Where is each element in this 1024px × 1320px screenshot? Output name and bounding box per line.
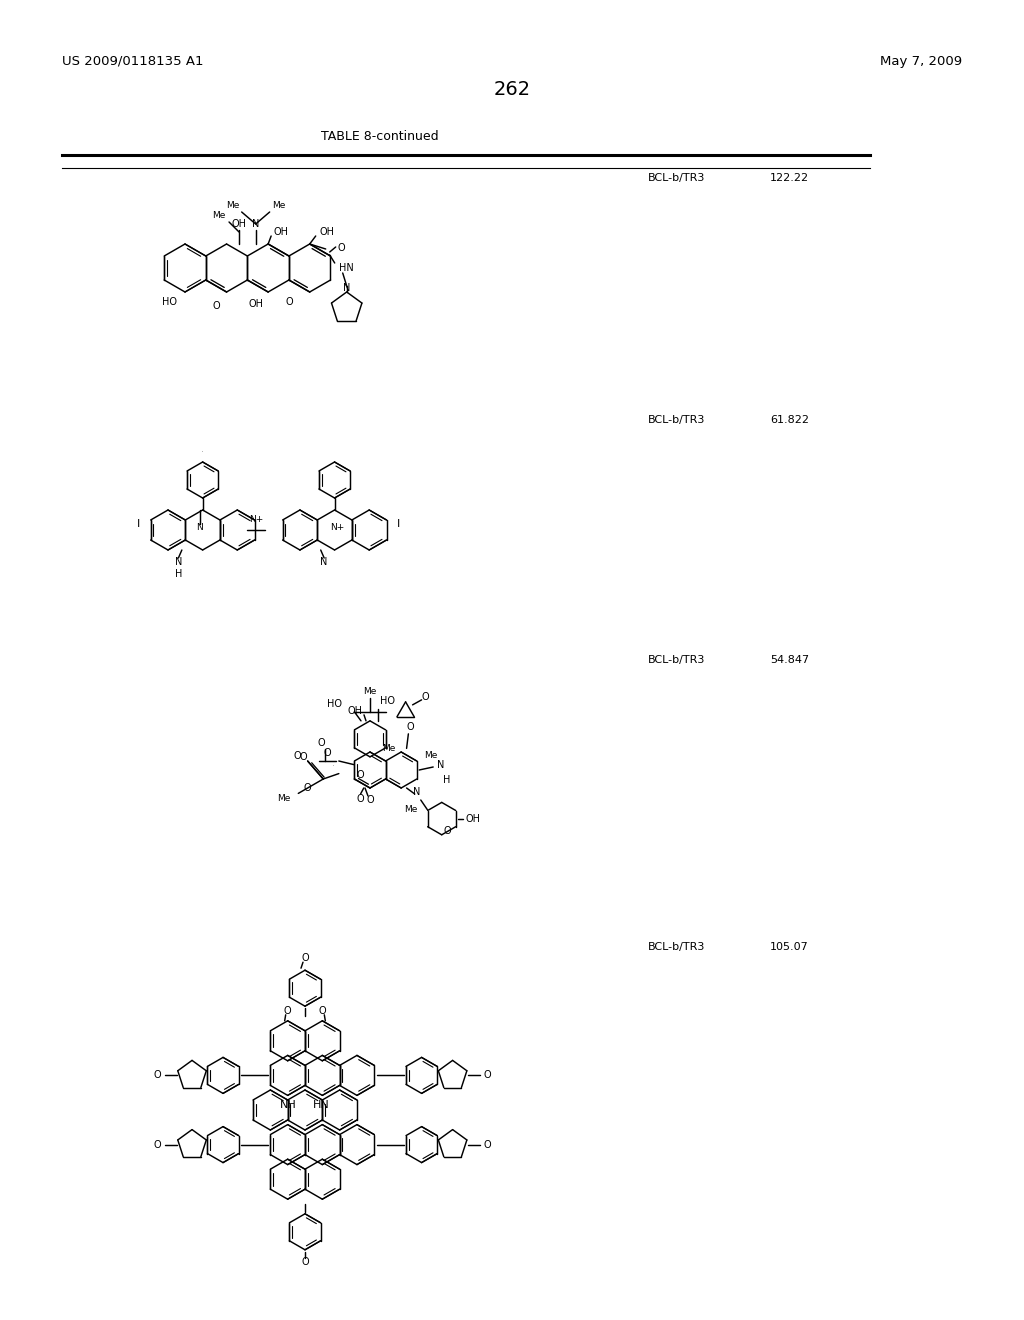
Text: O: O	[356, 793, 365, 804]
Text: Me: Me	[424, 751, 437, 760]
Text: N: N	[197, 523, 203, 532]
Text: O: O	[338, 243, 345, 253]
Text: BCL-b/TR3: BCL-b/TR3	[648, 655, 706, 665]
Text: O: O	[367, 795, 374, 805]
Text: O: O	[301, 953, 309, 964]
Text: HO: HO	[162, 297, 177, 308]
Text: OH: OH	[319, 227, 335, 238]
Text: O: O	[318, 1006, 326, 1016]
Text: Me: Me	[364, 688, 377, 697]
Text: 54.847: 54.847	[770, 655, 809, 665]
Text: H: H	[175, 569, 182, 579]
Text: O: O	[422, 692, 429, 702]
Text: 122.22: 122.22	[770, 173, 809, 183]
Text: N: N	[321, 557, 328, 568]
Text: O: O	[317, 738, 325, 748]
Text: O: O	[154, 1139, 161, 1150]
Text: OH: OH	[347, 706, 362, 715]
Text: I: I	[137, 519, 140, 529]
Text: N: N	[437, 760, 444, 770]
Text: HO: HO	[328, 698, 342, 709]
Text: Me: Me	[212, 211, 225, 220]
Text: BCL-b/TR3: BCL-b/TR3	[648, 173, 706, 183]
Text: TABLE 8-continued: TABLE 8-continued	[322, 129, 439, 143]
Text: NH: NH	[281, 1100, 297, 1110]
Text: OH: OH	[273, 227, 288, 238]
Text: O: O	[304, 783, 311, 793]
Text: O: O	[294, 751, 301, 762]
Text: HN: HN	[313, 1100, 330, 1110]
Text: Me: Me	[382, 744, 396, 752]
Text: US 2009/0118135 A1: US 2009/0118135 A1	[62, 55, 204, 69]
Text: N: N	[413, 787, 421, 797]
Text: Me: Me	[276, 793, 290, 803]
Text: O: O	[407, 722, 414, 731]
Text: May 7, 2009: May 7, 2009	[880, 55, 962, 69]
Text: O: O	[301, 1257, 309, 1267]
Text: BCL-b/TR3: BCL-b/TR3	[648, 942, 706, 952]
Text: I: I	[397, 519, 400, 529]
Text: O: O	[154, 1071, 161, 1080]
Text: Me: Me	[226, 202, 240, 210]
Text: O: O	[483, 1071, 492, 1080]
Text: HO: HO	[380, 696, 395, 706]
Text: N: N	[175, 557, 182, 568]
Text: OH: OH	[248, 300, 263, 309]
Text: Me: Me	[271, 202, 285, 210]
Text: O: O	[443, 826, 451, 836]
Text: OH: OH	[466, 813, 481, 824]
Text: O: O	[323, 748, 331, 758]
Text: N: N	[343, 282, 350, 293]
Text: Me: Me	[404, 805, 418, 814]
Text: N+: N+	[249, 516, 263, 524]
Text: 61.822: 61.822	[770, 414, 809, 425]
Text: N+: N+	[331, 523, 345, 532]
Text: H: H	[443, 775, 451, 785]
Text: O: O	[284, 1006, 292, 1016]
Text: 262: 262	[494, 81, 530, 99]
Text: 105.07: 105.07	[770, 942, 809, 952]
Text: HN: HN	[339, 263, 353, 273]
Text: N: N	[252, 219, 259, 228]
Text: OH: OH	[231, 219, 247, 228]
Text: O: O	[299, 752, 307, 762]
Text: O: O	[356, 771, 365, 780]
Text: O: O	[212, 301, 220, 312]
Text: O: O	[285, 297, 293, 308]
Text: BCL-b/TR3: BCL-b/TR3	[648, 414, 706, 425]
Text: O: O	[483, 1139, 492, 1150]
